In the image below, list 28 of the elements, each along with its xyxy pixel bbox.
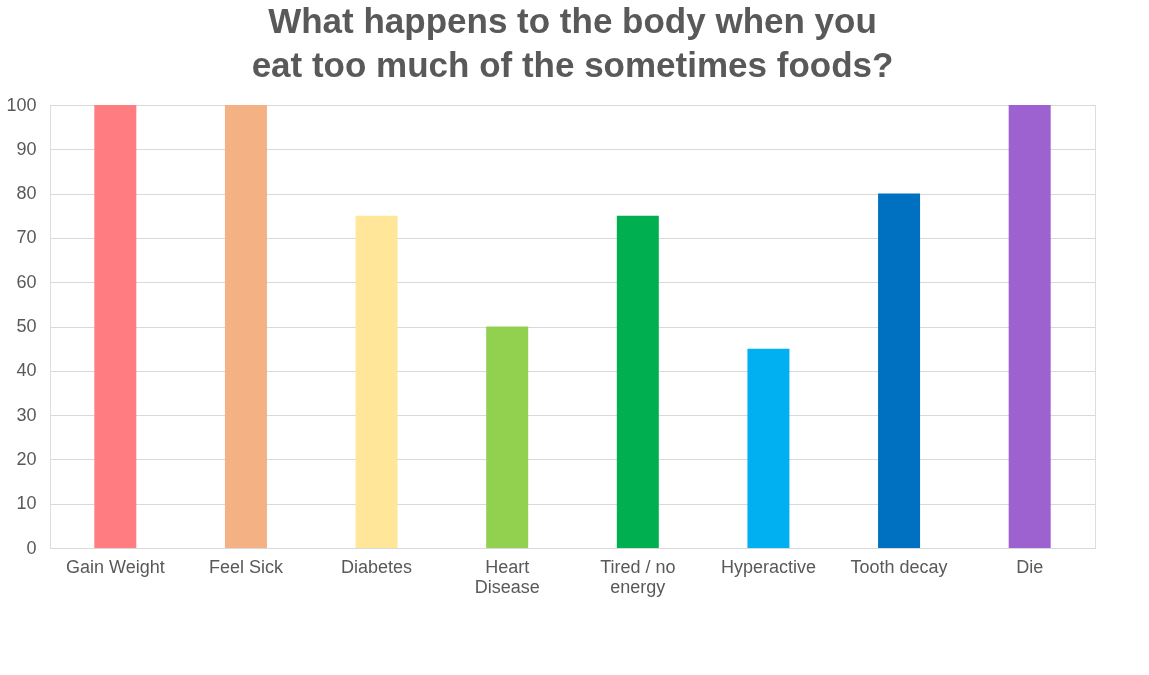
- y-tick-label: 100: [6, 94, 37, 115]
- x-tick-label: Hyperactive: [720, 556, 816, 577]
- bar: [747, 348, 790, 548]
- y-tick-label: 80: [16, 183, 37, 204]
- x-tick-label: Tooth decay: [850, 556, 948, 577]
- bar: [616, 215, 659, 548]
- bar: [1008, 105, 1051, 548]
- y-tick-label: 40: [16, 360, 37, 381]
- bar: [355, 215, 398, 548]
- chart-title: What happens to the body when you eat too much of the sometimes foods?: [251, 1, 894, 84]
- y-tick-label: 30: [16, 404, 37, 425]
- bar: [878, 193, 921, 548]
- y-tick-label: 90: [16, 138, 37, 159]
- y-tick-label: 0: [26, 537, 37, 558]
- x-tick-label: Die: [1016, 556, 1044, 577]
- x-tick-label: Gain Weight: [65, 556, 165, 577]
- y-tick-label: 70: [16, 227, 37, 248]
- y-tick-label: 60: [16, 271, 37, 292]
- x-tick-label: Heart Disease: [474, 556, 540, 597]
- y-tick-label: 20: [16, 448, 37, 469]
- bar: [486, 326, 529, 548]
- x-tick-label: Tired / no energy: [600, 556, 676, 597]
- x-tick-label: Diabetes: [341, 556, 413, 577]
- bar: [224, 105, 267, 548]
- bar: [94, 105, 137, 548]
- y-tick-label: 50: [16, 316, 37, 336]
- y-tick-label: 10: [16, 493, 37, 514]
- x-tick-label: Feel Sick: [208, 556, 284, 577]
